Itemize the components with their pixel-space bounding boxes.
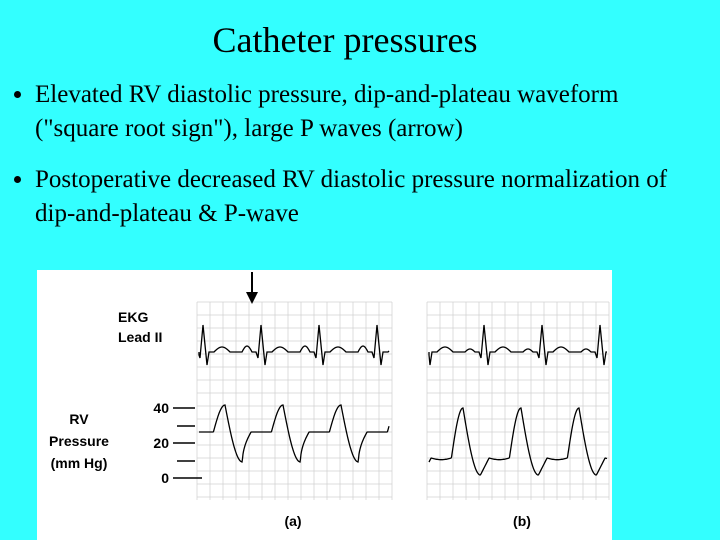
scale-dashes (173, 407, 202, 479)
pressure-label: RV (69, 411, 89, 427)
panel-label: (b) (513, 513, 531, 529)
scale-label: 20 (153, 435, 169, 451)
scale-label: 0 (161, 470, 169, 486)
bullet: Elevated RV diastolic pressure, dip-and-… (35, 78, 675, 146)
pressure-trace (199, 404, 390, 463)
waveforms (198, 324, 608, 476)
panel-label: (a) (284, 513, 301, 529)
scale-label: 40 (153, 400, 169, 416)
pressure-label: Pressure (49, 433, 109, 449)
ekg-label: Lead II (118, 329, 162, 345)
arrow-head (246, 292, 258, 304)
bullet: Postoperative decreased RV diastolic pre… (35, 163, 675, 231)
pressure-label: (mm Hg) (51, 455, 108, 471)
grid (196, 301, 610, 500)
figure: EKG Lead II RV Pressure (mm Hg) 40 20 0 … (37, 270, 612, 540)
ekg-trace (428, 324, 607, 366)
ekg-label: EKG (118, 309, 148, 325)
ekg-trace (198, 324, 390, 366)
pressure-trace (428, 407, 608, 476)
slide-title: Catheter pressures (212, 20, 478, 60)
bullet-list: Elevated RV diastolic pressure, dip-and-… (0, 78, 675, 248)
